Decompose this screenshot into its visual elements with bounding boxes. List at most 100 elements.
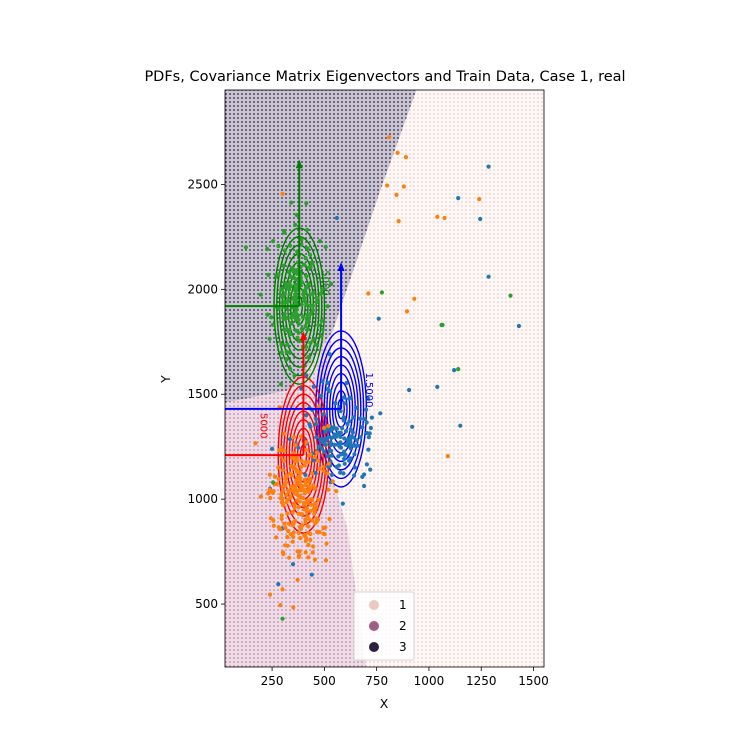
point-orange [296,481,301,486]
point-orange [276,465,281,470]
point-orange [283,483,288,489]
point-orange [284,492,289,498]
covariance-eigenvectors [225,159,345,457]
point-green [303,324,308,329]
point-blue [369,415,374,420]
point-orange [306,524,311,529]
point-orange [324,541,329,546]
point-green [320,327,325,332]
point-blue [327,352,332,357]
point-blue [332,442,337,447]
legend-box [353,591,415,661]
point-blue [329,453,334,458]
point-orange [293,518,298,524]
point-blue [376,316,381,321]
point-green [301,292,306,297]
point-green [320,287,325,292]
point-blue [354,438,359,443]
point-blue [309,572,314,577]
point-orange [297,499,302,504]
point-green [292,286,297,291]
point-blue [348,456,353,461]
point-green [281,294,286,299]
point-orange [271,489,276,494]
point-green [284,300,289,305]
point-green [285,342,290,347]
point-orange [271,523,276,528]
point-green [306,316,311,322]
point-orange [293,443,298,448]
y-tick-label: 1000 [187,492,218,506]
point-blue [341,471,346,476]
point-blue [336,454,341,459]
eigenvector-arrowhead-green [295,159,303,169]
point-green [276,306,281,311]
point-orange [300,512,305,517]
point-blue [366,447,371,452]
point-orange [321,464,326,469]
point-orange [306,555,311,560]
point-blue [360,425,365,430]
point-blue [338,470,343,475]
contour-label: 5000 [258,413,269,438]
point-orange [310,497,315,502]
point-green [313,342,319,347]
point-blue [334,464,339,469]
point-blue [328,428,333,433]
point-green [281,263,286,268]
point-orange [268,495,273,501]
point-green [301,314,306,319]
point-blue [360,474,365,479]
point-green [286,269,292,275]
point-green [282,228,287,234]
point-orange [303,488,308,493]
point-blue [351,415,356,420]
point-orange [314,450,319,455]
point-green [305,320,310,325]
point-blue [319,446,325,451]
point-blue [340,501,345,506]
point-orange [310,518,315,523]
point-blue [321,412,326,417]
point-blue [358,435,363,440]
point-blue [410,424,415,429]
point-blue [320,379,325,384]
point-orange [310,550,315,555]
point-blue [366,435,371,440]
point-blue [290,562,296,567]
point-blue [311,384,316,389]
point-green [303,256,308,261]
plot-frame [224,89,545,668]
point-orange [304,509,309,514]
point-orange [285,473,290,479]
point-blue [407,387,412,393]
point-orange [282,521,287,526]
point-orange [289,488,294,493]
point-blue [486,164,491,169]
point-green [309,260,314,265]
point-blue [352,443,357,448]
point-green [285,315,290,320]
point-green [304,285,309,290]
point-blue [340,426,345,431]
point-green [308,340,313,346]
point-orange [286,489,291,494]
point-blue [314,417,319,422]
point-orange [387,135,392,140]
point-orange [286,521,291,526]
point-green [304,274,309,279]
point-green [304,301,309,307]
point-orange [291,605,296,610]
legend-label-1: 1 [399,598,407,612]
point-orange [316,497,321,502]
point-orange [322,532,327,537]
point-orange [280,468,286,473]
point-orange [334,489,339,494]
point-orange [321,468,326,473]
point-green [280,616,285,621]
point-blue [343,452,348,457]
point-blue [338,434,343,439]
point-green [308,311,313,316]
point-blue [364,420,369,425]
point-orange [288,495,293,500]
